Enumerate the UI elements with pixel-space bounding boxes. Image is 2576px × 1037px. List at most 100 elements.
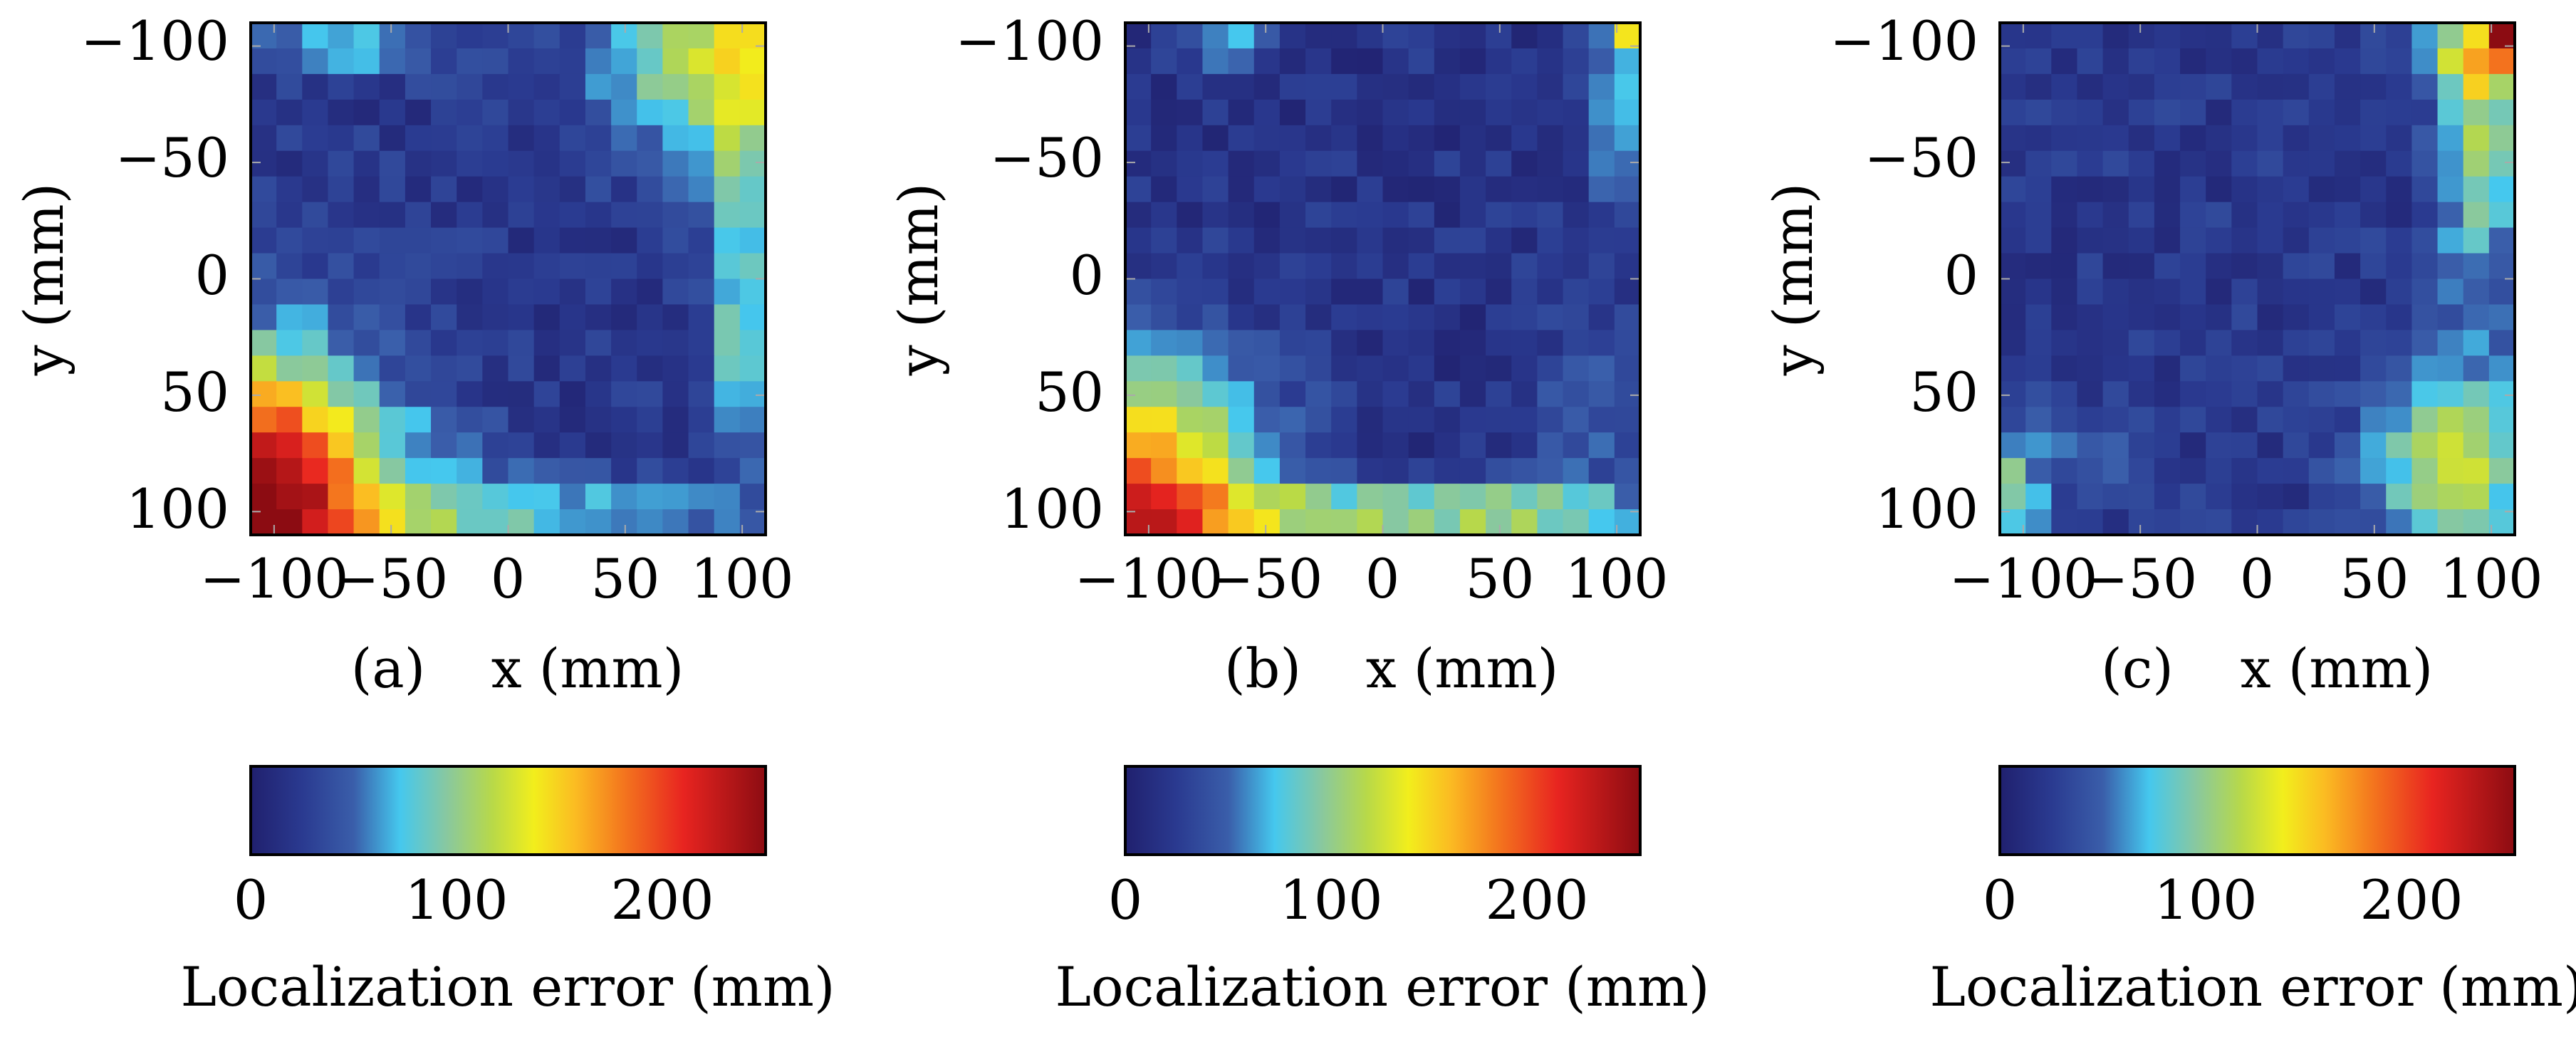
heatmap-cell: [1614, 253, 1641, 280]
heatmap-cell: [1459, 227, 1486, 254]
heatmap-cell: [2463, 484, 2490, 510]
heatmap-cell: [2102, 99, 2129, 126]
heatmap-cell: [1279, 176, 1306, 203]
heatmap-cell: [559, 278, 586, 306]
y-tick-labels-c: −100 −50 0 50 100: [1830, 9, 1978, 541]
heatmap-cell: [1563, 150, 1590, 177]
heatmap-cell: [1408, 381, 1435, 407]
heatmap-cell: [559, 23, 586, 49]
heatmap-cell: [1511, 355, 1538, 382]
heatmap-cell: [1279, 484, 1306, 510]
colorbar-tick-label: 100: [2154, 868, 2257, 932]
heatmap-cell: [457, 330, 483, 356]
heatmap-cell: [2386, 150, 2412, 177]
heatmap-cell: [251, 330, 277, 356]
heatmap-cell: [2154, 73, 2181, 100]
heatmap-cell: [2206, 458, 2232, 484]
heatmap-cell: [1459, 176, 1486, 203]
heatmap-cell: [1202, 227, 1229, 254]
heatmap-cell: [559, 253, 586, 280]
heatmap-cell: [2488, 23, 2515, 49]
heatmap-cell: [1357, 253, 1384, 280]
heatmap-cell: [508, 278, 535, 306]
heatmap-cell: [559, 304, 586, 330]
heatmap-cell: [2231, 407, 2258, 433]
heatmap-cell: [2231, 150, 2258, 177]
heatmap-cell: [405, 48, 432, 75]
heatmap-cell: [482, 458, 509, 484]
heatmap-cell: [637, 73, 663, 100]
plot-frame-c: [1998, 21, 2516, 536]
heatmap-cell: [1202, 150, 1229, 177]
heatmap-cell: [2154, 278, 2181, 306]
heatmap-cell: [508, 381, 535, 407]
heatmap-cell: [2308, 509, 2335, 536]
heatmap-cell: [1459, 48, 1486, 75]
ytick-label: 100: [126, 477, 229, 541]
heatmap-cell: [328, 484, 355, 510]
heatmap-cell: [1511, 484, 1538, 510]
heatmap-cell: [2488, 278, 2515, 306]
heatmap-cell: [353, 253, 380, 280]
heatmap-cell: [482, 484, 509, 510]
heatmap-cell: [1563, 125, 1590, 152]
heatmap-cell: [2231, 23, 2258, 49]
heatmap-cell: [2000, 23, 2026, 49]
heatmap-cell: [1125, 355, 1152, 382]
heatmap-cell: [1563, 484, 1590, 510]
heatmap-cell: [482, 227, 509, 254]
heatmap-cell: [2334, 355, 2361, 382]
heatmap-cell: [2051, 125, 2078, 152]
heatmap-cell: [1382, 458, 1409, 484]
heatmap-cell: [251, 253, 277, 280]
heatmap-cell: [276, 407, 303, 433]
heatmap-cell: [1434, 253, 1461, 280]
heatmap-cell: [276, 253, 303, 280]
heatmap-cell: [1177, 381, 1204, 407]
xtick-label: −50: [334, 547, 448, 610]
heatmap-cell: [431, 458, 457, 484]
heatmap-cell: [1305, 48, 1332, 75]
heatmap-cell: [482, 253, 509, 280]
heatmap-cell: [1486, 407, 1512, 433]
heatmap-cell: [2386, 227, 2412, 254]
heatmap-cell: [1253, 202, 1281, 229]
heatmap-cell: [2488, 484, 2515, 510]
heatmap-cell: [2488, 458, 2515, 484]
heatmap-cell: [2180, 99, 2206, 126]
heatmap-cell: [2154, 227, 2181, 254]
heatmap-cell: [1177, 227, 1204, 254]
heatmap-cell: [2437, 381, 2464, 407]
heatmap-cell: [2437, 253, 2464, 280]
heatmap-cell: [1228, 176, 1255, 203]
heatmap-cell: [1511, 304, 1538, 330]
heatmap-cell: [2334, 458, 2361, 484]
heatmap-cell: [2257, 458, 2284, 484]
heatmap-cell: [431, 278, 457, 306]
heatmap-cell: [1151, 484, 1177, 510]
heatmap-cell: [2051, 484, 2078, 510]
heatmap-cell: [2411, 278, 2439, 306]
heatmap-cell: [637, 227, 663, 254]
heatmap-cell: [2360, 381, 2387, 407]
heatmap-cell: [1202, 407, 1229, 433]
heatmap-cell: [2308, 23, 2335, 49]
heatmap-cell: [431, 484, 457, 510]
heatmap-cell: [2000, 278, 2026, 306]
heatmap-cell: [662, 484, 689, 510]
heatmap-cell: [2077, 458, 2104, 484]
heatmap-cell: [637, 48, 663, 75]
heatmap-panel-c: −100 −50 0 50 100 −100 −50 0 50 100 y (m…: [1761, 9, 2576, 1018]
heatmap-cell: [2360, 125, 2387, 152]
heatmap-cell: [1486, 23, 1512, 49]
heatmap-cell: [2437, 202, 2464, 229]
heatmap-cell: [431, 176, 457, 203]
heatmap-cell: [1253, 304, 1281, 330]
heatmap-cell: [251, 99, 277, 126]
heatmap-cell: [508, 202, 535, 229]
heatmap-cell: [559, 484, 586, 510]
heatmap-cell: [585, 381, 612, 407]
heatmap-cell: [1202, 253, 1229, 280]
heatmap-cell: [2128, 253, 2155, 280]
heatmap-cell: [1125, 278, 1152, 306]
